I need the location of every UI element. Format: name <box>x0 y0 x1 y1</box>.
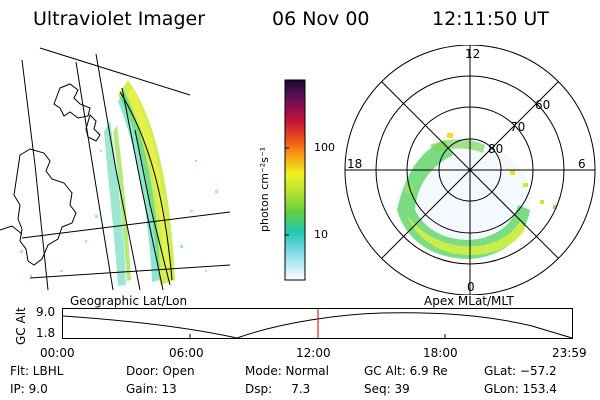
mlt-label-12: 12 <box>465 47 481 61</box>
info-door: Door: Open <box>126 364 195 378</box>
info-mode: Mode: Normal <box>245 364 329 378</box>
instrument-title: Ultraviolet Imager <box>33 8 206 30</box>
colorbar-tick-label-10: 10 <box>314 228 328 241</box>
mlat-label-80: 80 <box>488 142 504 156</box>
map-gridlines <box>21 47 231 290</box>
colorbar-tick-label-100: 100 <box>314 141 335 154</box>
mlt-label-6: 6 <box>578 157 586 171</box>
colorbar <box>284 79 306 281</box>
time-label: 12:11:50 UT <box>432 8 549 30</box>
time-tick-0600: 06:00 <box>169 346 204 360</box>
altitude-plot-frame <box>62 308 573 339</box>
info-glat: GLat: −57.2 <box>484 364 557 378</box>
geographic-map <box>0 47 231 290</box>
info-dsp: Dsp: 7.3 <box>245 382 311 396</box>
colorbar-unit-label: photon cm⁻²s⁻¹ <box>258 146 271 232</box>
time-tick-1200: 12:00 <box>296 346 331 360</box>
mlat-label-70: 70 <box>510 120 526 134</box>
info-gc-alt: GC Alt: 6.9 Re <box>364 364 448 378</box>
altitude-curve <box>62 312 573 339</box>
time-tick-2359: 23:59 <box>552 346 587 360</box>
info-gain: Gain: 13 <box>126 382 177 396</box>
info-seq: Seq: 39 <box>364 382 410 396</box>
mlt-label-18: 18 <box>347 157 363 171</box>
altitude-tick-bottom: 1.8 <box>36 326 56 340</box>
apex-panel-label: Apex MLat/MLT <box>424 294 514 308</box>
altitude-plot <box>62 308 573 339</box>
colorbar-scale <box>284 79 306 281</box>
noise-speckles-geo <box>20 150 218 277</box>
polar-plot <box>344 45 596 295</box>
mlat-label-60: 60 <box>535 98 551 112</box>
info-glon: GLon: 153.4 <box>484 382 557 396</box>
time-tick-0000: 00:00 <box>40 346 75 360</box>
info-filter: Flt: LBHL <box>10 364 64 378</box>
geographic-panel-label: Geographic Lat/Lon <box>70 294 188 308</box>
coastline-fragment <box>0 225 23 235</box>
aurora-emission-geo <box>104 80 175 286</box>
date-label: 06 Nov 00 <box>272 8 370 30</box>
altitude-axis-label: GC Alt <box>14 307 28 345</box>
coastline <box>13 83 101 266</box>
polar-grid <box>344 45 596 295</box>
time-tick-1800: 18:00 <box>423 346 458 360</box>
mlt-label-0: 0 <box>467 280 475 294</box>
altitude-tick-top: 9.0 <box>36 305 56 319</box>
info-ip: IP: 9.0 <box>10 382 48 396</box>
